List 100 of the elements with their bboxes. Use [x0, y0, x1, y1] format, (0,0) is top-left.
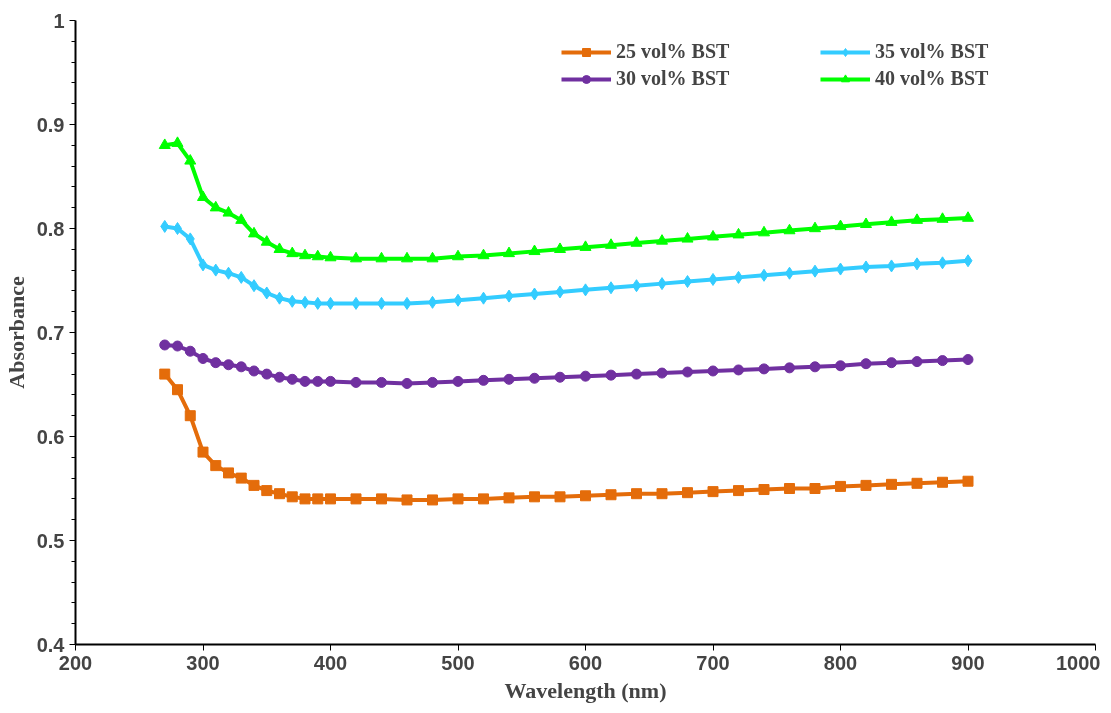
point: [184, 345, 196, 357]
point: [784, 362, 795, 374]
point: [478, 374, 489, 386]
point: [286, 491, 298, 503]
point: [554, 491, 566, 503]
point: [452, 249, 464, 261]
point: [834, 219, 847, 231]
point: [350, 376, 362, 388]
point: [171, 136, 184, 147]
point: [503, 246, 515, 258]
point: [606, 281, 616, 295]
point: [885, 215, 898, 226]
point: [554, 242, 566, 253]
point: [197, 353, 209, 364]
point: [235, 213, 248, 224]
point: [682, 487, 693, 499]
point: [707, 365, 719, 377]
point: [159, 368, 171, 380]
point: [886, 357, 897, 369]
point: [300, 295, 310, 309]
point: [286, 246, 299, 258]
point: [274, 488, 285, 500]
point: [236, 270, 246, 284]
legend-label: 40 vol% BST: [875, 67, 990, 90]
point: [529, 372, 540, 384]
point: [580, 490, 591, 502]
point: [401, 377, 413, 389]
point: [350, 493, 362, 505]
legend-label: 30 vol% BST: [616, 67, 731, 90]
point: [962, 354, 974, 366]
x-tick-label: 600: [568, 651, 603, 674]
point: [682, 366, 693, 378]
x-tick-label: 1000: [1056, 651, 1101, 674]
point: [210, 460, 222, 472]
point: [963, 254, 973, 268]
point: [912, 257, 922, 271]
x-tick-label: 700: [696, 651, 730, 674]
point: [630, 236, 643, 247]
point: [835, 360, 846, 372]
point: [555, 285, 565, 299]
point: [579, 240, 592, 251]
point: [835, 480, 846, 492]
point: [809, 221, 821, 233]
y-tick-label: 1: [53, 9, 65, 32]
point: [477, 248, 490, 260]
point: [860, 358, 872, 370]
point: [248, 226, 260, 238]
point: [248, 479, 260, 491]
point: [707, 486, 719, 498]
point: [452, 493, 464, 505]
legend-label: 25 vol% BST: [616, 40, 731, 63]
x-tick-label: 800: [823, 651, 858, 674]
point: [172, 384, 183, 396]
point: [861, 260, 871, 274]
point: [350, 251, 362, 263]
point: [758, 363, 770, 375]
point: [185, 232, 195, 246]
y-tick-label: 0.8: [36, 217, 65, 240]
point: [197, 446, 209, 458]
point: [733, 364, 744, 376]
point: [159, 339, 171, 351]
y-tick-label: 0.6: [36, 425, 65, 448]
point: [248, 365, 260, 377]
point: [273, 242, 286, 253]
point: [528, 244, 541, 256]
point: [809, 361, 821, 373]
point: [937, 476, 948, 488]
point: [962, 211, 974, 222]
point: [911, 356, 923, 368]
point: [261, 368, 273, 380]
point: [503, 492, 515, 504]
point: [299, 493, 311, 505]
point: [504, 289, 514, 303]
legend-label: 35 vol% BST: [875, 40, 990, 63]
point: [759, 268, 769, 282]
point: [657, 277, 667, 291]
point: [503, 373, 515, 385]
point: [860, 479, 872, 491]
point: [452, 375, 464, 387]
point: [631, 488, 642, 500]
point: [453, 293, 463, 307]
point: [299, 375, 311, 387]
x-tick-label: 500: [441, 651, 475, 674]
point: [223, 359, 234, 371]
point: [324, 250, 337, 262]
point: [707, 229, 719, 241]
point: [198, 258, 208, 272]
x-tick-label: 400: [313, 651, 348, 674]
point: [235, 361, 247, 373]
point: [580, 370, 591, 382]
point: [260, 235, 273, 246]
point: [656, 488, 668, 500]
point: [656, 367, 668, 379]
y-tick-label: 0.7: [36, 321, 65, 344]
point: [209, 200, 222, 212]
point: [262, 286, 272, 300]
point: [160, 219, 170, 233]
point: [249, 279, 259, 293]
point: [631, 368, 642, 380]
point: [427, 376, 438, 388]
